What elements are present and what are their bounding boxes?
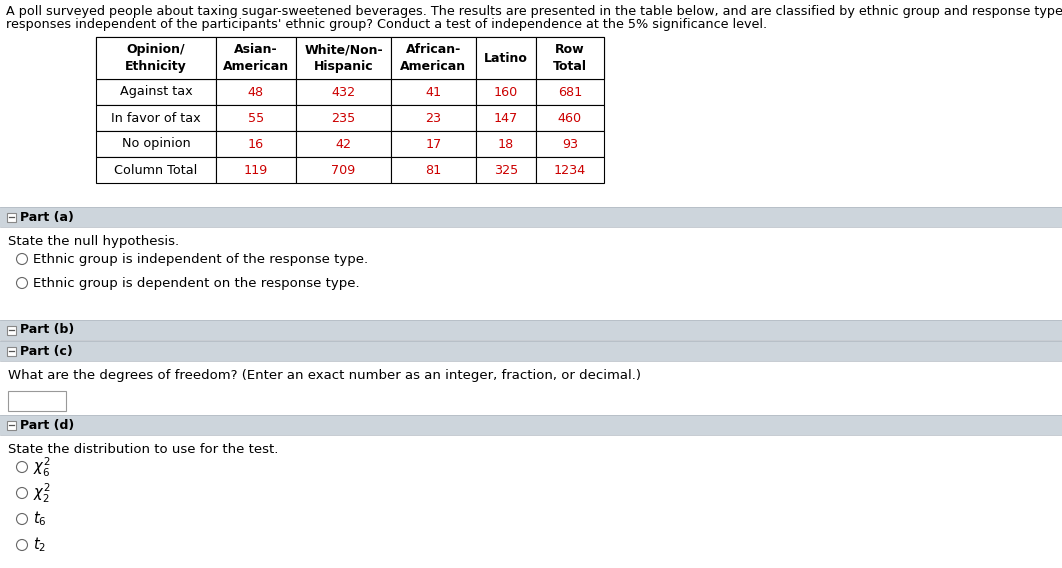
Text: A poll surveyed people about taxing sugar-sweetened beverages. The results are p: A poll surveyed people about taxing suga… [6, 5, 1062, 18]
Text: State the null hypothesis.: State the null hypothesis. [8, 235, 179, 248]
Text: 325: 325 [494, 164, 518, 177]
Text: 119: 119 [244, 164, 268, 177]
Bar [96, 37, 216, 79]
Text: What are the degrees of freedom? (Enter an exact number as an integer, fraction,: What are the degrees of freedom? (Enter … [8, 369, 641, 382]
Text: Asian-
American: Asian- American [223, 43, 289, 73]
Text: 16: 16 [247, 137, 264, 151]
Bar [296, 79, 391, 105]
Text: 18: 18 [498, 137, 514, 151]
Bar [0, 415, 1062, 435]
Text: 93: 93 [562, 137, 578, 151]
Bar [536, 37, 604, 79]
Bar [7, 420, 16, 429]
Text: Opinion/
Ethnicity: Opinion/ Ethnicity [125, 43, 187, 73]
Bar [296, 131, 391, 157]
Bar [536, 105, 604, 131]
Text: 81: 81 [426, 164, 442, 177]
Text: $t_6$: $t_6$ [33, 509, 47, 528]
Bar [8, 391, 66, 411]
Text: 1234: 1234 [554, 164, 586, 177]
Text: State the distribution to use for the test.: State the distribution to use for the te… [8, 443, 278, 456]
Bar [476, 157, 536, 183]
Bar [536, 131, 604, 157]
Text: 23: 23 [426, 111, 442, 124]
Text: In favor of tax: In favor of tax [112, 111, 201, 124]
Bar [391, 79, 476, 105]
Bar [216, 157, 296, 183]
Text: No opinion: No opinion [122, 137, 190, 151]
Text: responses independent of the participants' ethnic group? Conduct a test of indep: responses independent of the participant… [6, 18, 767, 31]
Bar [296, 105, 391, 131]
Text: 709: 709 [331, 164, 356, 177]
Bar [391, 131, 476, 157]
Text: 55: 55 [247, 111, 264, 124]
Bar [216, 37, 296, 79]
Bar [391, 105, 476, 131]
Text: 48: 48 [247, 86, 264, 98]
Text: $t_2$: $t_2$ [33, 536, 46, 554]
Text: Column Total: Column Total [115, 164, 198, 177]
Bar [391, 37, 476, 79]
Text: Ethnic group is dependent on the response type.: Ethnic group is dependent on the respons… [33, 277, 360, 290]
Bar [96, 157, 216, 183]
Text: 235: 235 [331, 111, 356, 124]
Text: Latino: Latino [484, 52, 528, 65]
Bar [7, 325, 16, 335]
Bar [216, 105, 296, 131]
Bar [216, 131, 296, 157]
Bar [476, 37, 536, 79]
Bar [0, 320, 1062, 340]
Bar [96, 131, 216, 157]
Text: Row
Total: Row Total [553, 43, 587, 73]
Bar [476, 131, 536, 157]
Text: Against tax: Against tax [120, 86, 192, 98]
Text: 41: 41 [426, 86, 442, 98]
Bar [96, 37, 604, 79]
Bar [476, 105, 536, 131]
Text: 681: 681 [558, 86, 582, 98]
Bar [296, 37, 391, 79]
Bar [96, 105, 216, 131]
Text: 460: 460 [558, 111, 582, 124]
Bar [296, 157, 391, 183]
Text: 432: 432 [331, 86, 356, 98]
Text: African-
American: African- American [400, 43, 466, 73]
Text: White/Non-
Hispanic: White/Non- Hispanic [304, 43, 382, 73]
Text: 17: 17 [426, 137, 442, 151]
Bar [7, 346, 16, 356]
Bar [96, 79, 216, 105]
Bar [476, 79, 536, 105]
Text: Part (a): Part (a) [20, 211, 74, 223]
Text: $\chi^2_2$: $\chi^2_2$ [33, 482, 50, 504]
Bar [7, 212, 16, 222]
Text: $\chi^2_6$: $\chi^2_6$ [33, 456, 50, 479]
Text: 42: 42 [336, 137, 352, 151]
Text: 160: 160 [494, 86, 518, 98]
Text: Part (d): Part (d) [20, 419, 74, 432]
Bar [536, 157, 604, 183]
Bar [0, 341, 1062, 361]
Text: 147: 147 [494, 111, 518, 124]
Text: Part (b): Part (b) [20, 324, 74, 336]
Bar [216, 79, 296, 105]
Bar [391, 157, 476, 183]
Text: Part (c): Part (c) [20, 345, 73, 357]
Text: Ethnic group is independent of the response type.: Ethnic group is independent of the respo… [33, 253, 369, 265]
Bar [0, 207, 1062, 227]
Bar [536, 79, 604, 105]
